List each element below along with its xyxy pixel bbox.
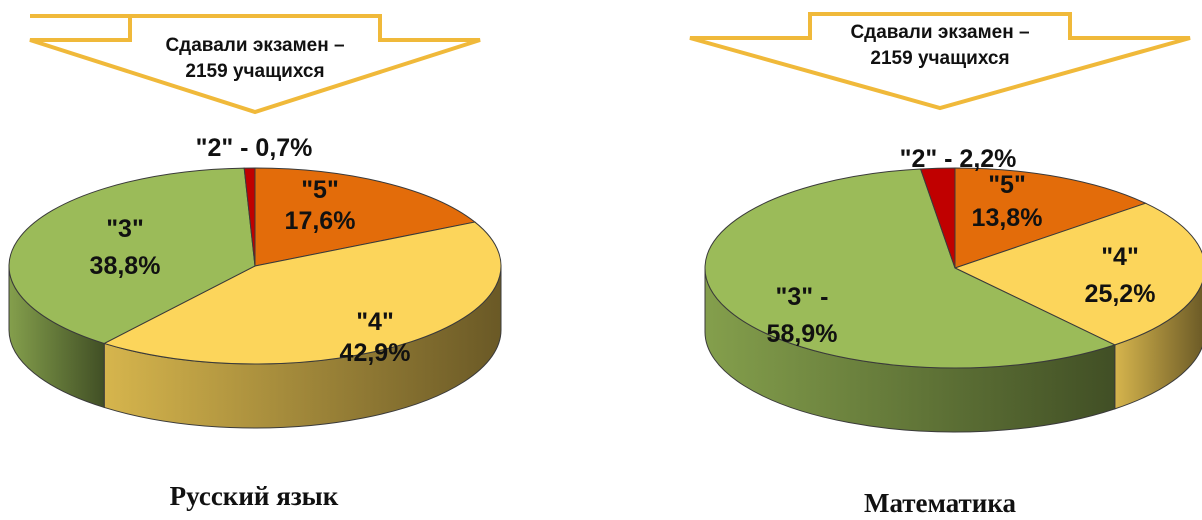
slice-grade-5 bbox=[254, 167, 477, 267]
banner-text-line2: 2159 учащихся bbox=[870, 48, 1009, 69]
slice-label-grade-2: "2" - 2,2% bbox=[900, 145, 1017, 173]
slice-label-grade-5: "5" bbox=[988, 171, 1026, 199]
chart-caption: Русский язык bbox=[170, 481, 339, 511]
pie-body bbox=[8, 167, 502, 429]
slice-percent-grade-4: 25,2% bbox=[1085, 280, 1156, 308]
slice-percent-grade-5: 17,6% bbox=[285, 207, 356, 235]
banner-text-line1: Сдавали экзамен – bbox=[165, 35, 344, 56]
slice-percent-grade-3: 38,8% bbox=[90, 252, 161, 280]
pie-chart-russian: Сдавали экзамен – 2159 учащихся "5" 17,6%… bbox=[8, 14, 502, 511]
banner-text-line2: 2159 учащихся bbox=[185, 61, 324, 82]
slice-labels: "5" 17,6% "4" 42,9% "3" 38,8% "2" - 0,7% bbox=[90, 134, 411, 367]
slice-label-grade-3: "3" - bbox=[776, 283, 829, 311]
pie-body bbox=[704, 167, 1202, 433]
slice-grade-5 bbox=[954, 167, 1147, 269]
slice-label-grade-2: "2" - 0,7% bbox=[196, 134, 313, 162]
slice-grade-4 bbox=[102, 221, 502, 365]
slice-grade-4 bbox=[953, 202, 1202, 346]
exam-banner-arrow bbox=[29, 14, 481, 115]
slice-percent-grade-4: 42,9% bbox=[340, 339, 411, 367]
slice-percent-grade-3: 58,9% bbox=[767, 320, 838, 348]
slice-label-grade-5: "5" bbox=[301, 176, 339, 204]
slice-grade-2 bbox=[919, 167, 956, 269]
slice-grade-3 bbox=[8, 167, 256, 344]
slice-percent-grade-5: 13,8% bbox=[972, 204, 1043, 232]
slice-grade-3 bbox=[704, 168, 1117, 369]
slice-label-grade-3: "3" bbox=[106, 215, 144, 243]
slice-labels: "5" 13,8% "4" 25,2% "3" - 58,9% "2" - 2,2% bbox=[767, 145, 1156, 348]
slice-label-grade-4: "4" bbox=[1101, 243, 1139, 271]
chart-caption: Математика bbox=[864, 488, 1017, 518]
pie-chart-math: Сдавали экзамен – 2159 учащихся "5" 13,8%… bbox=[689, 12, 1202, 518]
slice-grade-2 bbox=[243, 167, 256, 267]
exam-banner-arrow bbox=[689, 12, 1191, 111]
slice-label-grade-4: "4" bbox=[356, 308, 394, 336]
banner-text-line1: Сдавали экзамен – bbox=[850, 22, 1029, 43]
